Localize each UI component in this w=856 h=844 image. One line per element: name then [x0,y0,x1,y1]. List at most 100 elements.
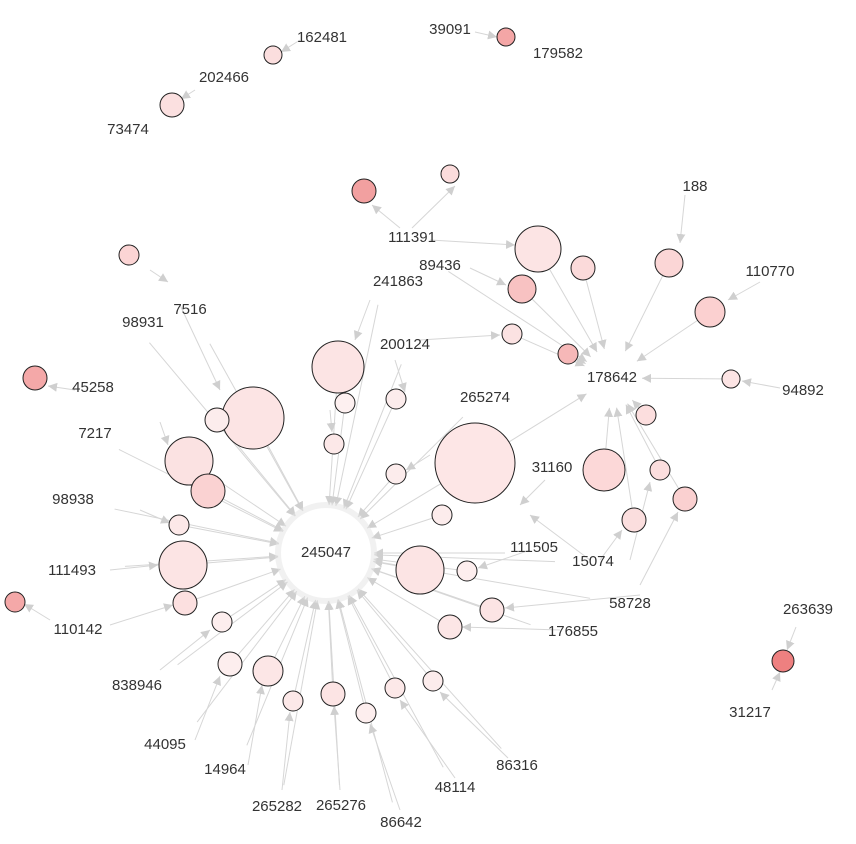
node [217,651,243,677]
edge [196,567,281,600]
edge [357,588,502,749]
edge [324,600,334,683]
edge [604,407,614,450]
node-label: 86642 [380,814,422,831]
edge [188,526,279,547]
node [334,392,356,414]
edge [461,622,561,632]
node-label: 7217 [78,425,111,442]
edge [194,675,221,741]
node-label: 202466 [199,69,249,86]
node [164,436,214,486]
node-label: 179582 [533,45,583,62]
hub-halo [275,502,377,604]
node-label: 110142 [54,621,103,638]
edge [347,595,391,680]
edge [335,599,365,704]
node-label: 265282 [252,798,302,815]
edge [283,600,321,786]
node [252,655,284,687]
edge [47,382,76,392]
node [4,591,26,613]
node-label: 111493 [48,562,96,579]
edge [474,30,498,40]
edge [405,454,431,471]
node-label: 245047 [301,544,351,561]
node-label: 15074 [572,553,614,570]
edge [741,378,781,389]
node [320,681,346,707]
node [672,486,698,512]
edge [411,185,456,229]
edge [177,581,288,666]
labels: 162481 202466 73474 39091 179582 188 111391 894… [48,21,833,831]
node [557,343,579,365]
node [434,422,516,504]
edge [23,603,51,621]
edge [336,599,393,803]
node [385,463,407,485]
edge [237,588,295,656]
edge [366,483,442,529]
node [385,388,407,410]
node-label: 58728 [609,595,651,612]
node-label: 44095 [144,736,186,753]
node [621,507,647,533]
edge [508,393,587,443]
edge [368,723,401,811]
node-label: 7516 [173,301,206,318]
edge [599,529,623,561]
node-label: 188 [682,178,707,195]
edge [330,705,341,791]
node [172,590,198,616]
edge [371,204,401,229]
edge [399,699,456,779]
edge [639,511,679,586]
node-label: 98938 [52,491,94,508]
node [479,597,505,623]
edge [149,269,169,283]
node [282,690,304,712]
node [263,45,283,65]
node [721,369,741,389]
node [771,649,795,673]
edge [109,603,174,626]
node [159,92,185,118]
edge [230,579,287,617]
node [440,164,460,184]
edge [613,407,633,509]
node-label: 838946 [112,677,162,694]
edge [624,275,664,352]
edge [625,404,656,462]
edge [356,589,427,674]
node [22,365,48,391]
node [582,448,626,492]
edge [394,359,407,393]
node [570,255,596,281]
node [384,677,406,699]
edge [345,407,393,510]
node [168,514,190,536]
edge [477,549,531,570]
node-label: 39091 [429,21,471,38]
node [456,560,478,582]
edge [326,409,336,433]
edge [469,267,507,286]
node-label: 89436 [419,257,461,274]
node [431,504,453,526]
node [323,433,345,455]
edge [531,298,592,358]
node-label: 48114 [435,779,476,796]
edge [366,577,440,622]
edge [247,684,265,766]
node-label: 200124 [380,336,430,353]
edge [549,268,598,353]
edge [267,445,304,512]
edge [519,479,546,506]
node [507,274,537,304]
node-label: 94892 [782,382,824,399]
edge [727,281,761,301]
node-label: 31160 [532,459,573,476]
node-label: 110770 [746,263,795,280]
